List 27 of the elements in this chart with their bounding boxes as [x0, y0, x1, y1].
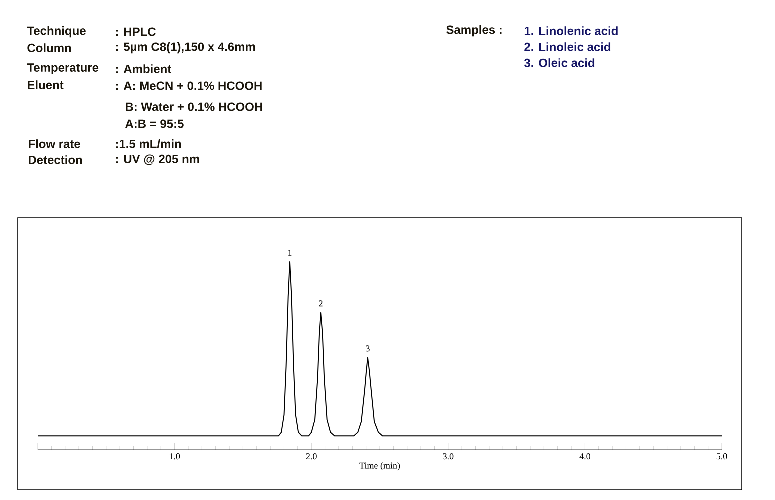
- text: 2. Linoleic acid: [524, 42, 611, 52]
- x-tick-label: 5.0: [716, 454, 728, 460]
- text: Samples :: [446, 25, 502, 37]
- annotation: 2: [319, 300, 323, 307]
- text: Eluent: [28, 80, 64, 90]
- text: B: Water + 0.1% HCOOH: [126, 102, 262, 112]
- text: : 5µm C8(1),150 x 4.6mm: [116, 42, 256, 54]
- text: : A: MeCN + 0.1% HCOOH: [116, 82, 262, 90]
- x-tick-label: 4.0: [580, 454, 590, 460]
- x-tick-label: 1.0: [170, 454, 180, 460]
- text: :1.5 mL/min: [116, 140, 182, 148]
- text: Temperature: [27, 64, 99, 74]
- text: Detection: [29, 156, 82, 164]
- text: : UV @ 205 nm: [116, 154, 200, 166]
- text: 3. Oleic acid: [524, 58, 595, 68]
- text: Technique: [27, 26, 86, 38]
- x-tick-label: 3.0: [443, 454, 454, 460]
- annotation: 1: [288, 250, 292, 256]
- x-axis-title: Time (min): [360, 462, 400, 471]
- text: A:B = 95:5: [126, 120, 184, 128]
- annotation: 3: [366, 346, 370, 352]
- text: Column: [28, 44, 72, 52]
- text: : HPLC: [116, 28, 156, 36]
- text: 1. Linolenic acid: [524, 26, 618, 36]
- text: Flow rate: [29, 140, 80, 148]
- text: : Ambient: [116, 64, 172, 74]
- x-tick-label: 2.0: [306, 454, 317, 460]
